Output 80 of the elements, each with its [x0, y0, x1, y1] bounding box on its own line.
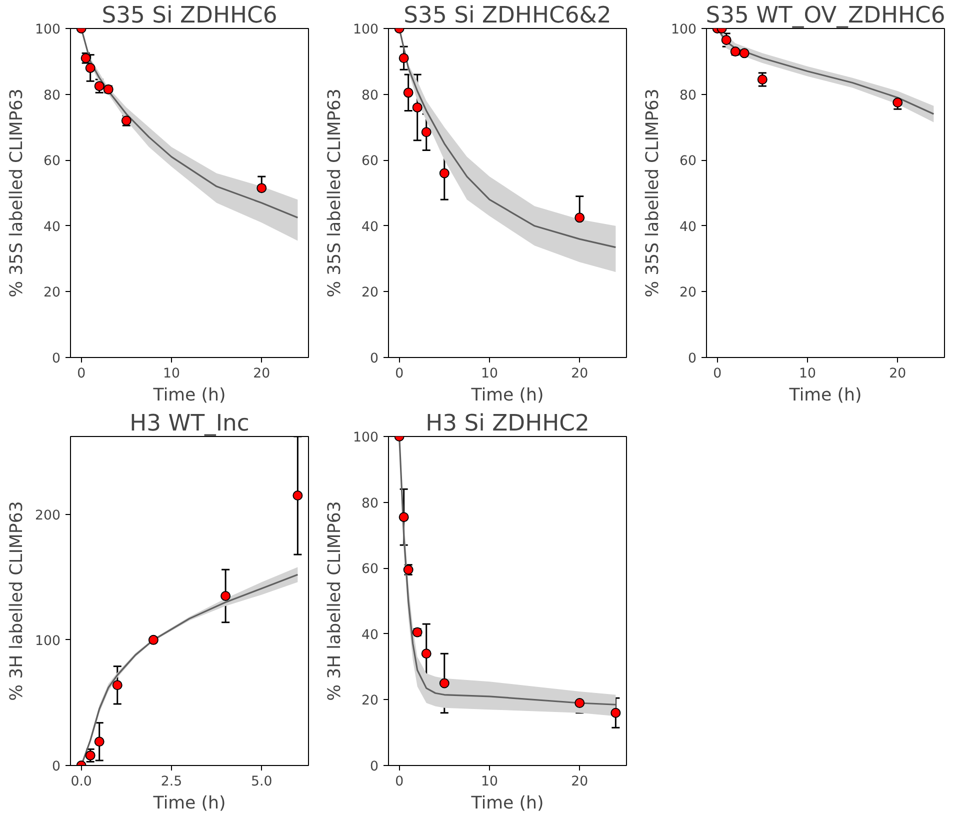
point	[256, 183, 267, 194]
y-tick-label: 40	[362, 628, 379, 643]
point	[398, 53, 409, 64]
y-tick-label: 80	[362, 496, 379, 512]
y-axis-title: % 35S labelled CLIMP63	[7, 88, 28, 298]
x-tick-label: 10	[162, 366, 180, 382]
y-tick-label: 20	[680, 286, 697, 301]
y-tick-label: 100	[35, 22, 61, 38]
y-tick-label: 200	[35, 508, 61, 524]
y-tick-label: 20	[362, 694, 379, 709]
point	[739, 48, 750, 58]
point	[439, 168, 450, 178]
y-axis-title: % 35S labelled CLIMP63	[325, 88, 346, 298]
point	[610, 708, 621, 718]
y-tick-label: 40	[362, 220, 379, 235]
point	[730, 46, 740, 57]
x-axis-title: Time (h)	[470, 794, 544, 814]
x-tick-label: 0.0	[70, 774, 92, 790]
y-tick-label: 100	[353, 430, 379, 446]
chart-title: H3 Si ZDHHC2	[426, 410, 590, 436]
chart-title: S35 Si ZDHHC6	[102, 2, 278, 28]
y-tick-label: 20	[362, 286, 379, 301]
x-tick-label: 0	[77, 366, 86, 382]
point	[574, 212, 585, 223]
x-axis-title: Time (h)	[152, 386, 226, 406]
y-tick-label: 0	[52, 352, 61, 366]
y-tick-label: 100	[35, 634, 61, 649]
y-tick-label: 20	[44, 286, 61, 301]
y-tick-label: 0	[688, 352, 697, 366]
y-tick-label: 40	[44, 220, 61, 235]
point	[112, 680, 122, 690]
chart-title: S35 WT_OV_ZDHHC6	[706, 2, 946, 28]
y-tick-label: 80	[362, 88, 379, 104]
x-tick-label: 20	[889, 366, 906, 382]
x-tick-label: 10	[798, 366, 816, 382]
y-tick-label: 40	[680, 220, 697, 235]
x-tick-label: 0	[395, 366, 404, 382]
y-tick-label: 100	[353, 22, 379, 38]
x-tick-label: 5.0	[251, 774, 272, 790]
x-tick-label: 0	[395, 774, 404, 790]
y-axis-title: % 3H labelled CLIMP63	[7, 501, 28, 701]
y-tick-label: 0	[52, 760, 61, 774]
y-axis-title: % 3H labelled CLIMP63	[325, 501, 346, 701]
y-axis-title: % 35S labelled CLIMP63	[643, 88, 664, 298]
y-tick-label: 60	[362, 562, 379, 578]
point	[421, 127, 432, 138]
point	[421, 648, 432, 659]
x-tick-label: 0	[713, 366, 722, 382]
point	[292, 490, 303, 501]
x-tick-label: 20	[571, 774, 588, 790]
point	[403, 88, 414, 98]
point	[148, 634, 158, 645]
point	[439, 678, 450, 688]
x-axis-title: Time (h)	[152, 794, 226, 814]
x-tick-label: 10	[480, 366, 498, 382]
point	[220, 590, 231, 601]
x-tick-label: 2.5	[160, 774, 182, 790]
x-tick-label: 10	[480, 774, 498, 790]
x-tick-label: 20	[253, 366, 270, 382]
point	[721, 35, 732, 46]
point	[398, 512, 409, 522]
point	[412, 102, 422, 112]
y-tick-label: 60	[362, 154, 379, 170]
y-tick-label: 100	[671, 22, 697, 38]
point	[94, 736, 104, 747]
chart-title: S35 Si ZDHHC6&2	[404, 2, 612, 28]
x-axis-title: Time (h)	[470, 386, 544, 406]
point	[892, 98, 903, 108]
x-tick-label: 20	[571, 366, 588, 382]
y-tick-label: 0	[370, 352, 379, 366]
y-tick-label: 80	[680, 88, 697, 104]
chart-title: H3 WT_Inc	[130, 410, 250, 436]
point	[574, 698, 585, 708]
y-tick-label: 60	[680, 154, 697, 170]
point	[85, 62, 96, 73]
y-tick-label: 0	[370, 760, 379, 774]
point	[757, 74, 768, 84]
x-axis-title: Time (h)	[788, 386, 862, 406]
y-tick-label: 80	[44, 88, 61, 104]
y-tick-label: 60	[44, 154, 61, 170]
